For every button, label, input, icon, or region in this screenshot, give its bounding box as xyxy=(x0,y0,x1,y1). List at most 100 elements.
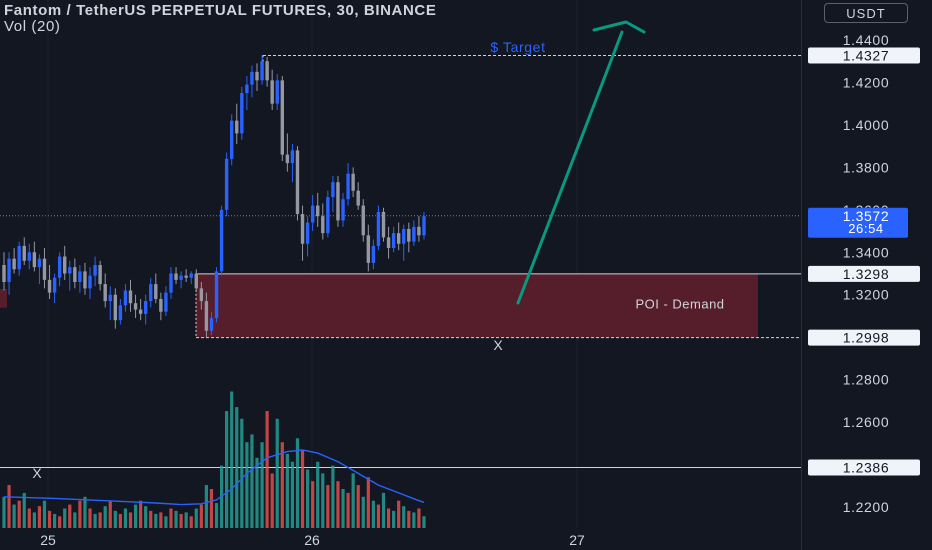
volume-bar xyxy=(386,508,391,528)
volume-bar xyxy=(154,513,158,528)
candle-body xyxy=(280,80,284,155)
candle-body xyxy=(341,199,345,221)
price-tick-label: 1.3800 xyxy=(843,159,889,175)
volume-bar xyxy=(37,506,42,528)
volume-bar xyxy=(321,473,325,528)
candle-body xyxy=(250,71,254,85)
candle-body xyxy=(22,245,26,261)
candle-body xyxy=(27,252,31,261)
candle-body xyxy=(138,309,143,314)
candle-body xyxy=(169,273,173,293)
candle-body xyxy=(17,245,21,270)
candle-body xyxy=(407,228,411,242)
volume-bar xyxy=(144,506,148,528)
volume-bar xyxy=(42,500,47,528)
volume-bar xyxy=(98,512,102,528)
candle-body xyxy=(219,209,224,272)
volume-bar xyxy=(169,508,173,528)
target-arrow-shaft xyxy=(516,30,624,305)
volume-bar xyxy=(326,485,330,528)
volume-bar xyxy=(397,500,401,528)
candle-body xyxy=(63,256,67,274)
volume-bar xyxy=(128,512,133,528)
demand-zone xyxy=(196,273,758,338)
volume-bar xyxy=(376,504,381,528)
candle-body xyxy=(78,271,82,282)
last-price-label: 1.3572 xyxy=(843,208,889,224)
chart-title: Fantom / TetherUS PERPETUAL FUTURES, 30,… xyxy=(4,2,437,19)
volume-bar xyxy=(331,465,335,528)
volume-bar xyxy=(417,508,421,528)
candle-body xyxy=(331,182,335,198)
candle-body xyxy=(214,271,219,319)
volume-bar xyxy=(407,510,411,528)
volume-bar xyxy=(174,510,178,528)
volume-bar xyxy=(204,485,208,528)
volume-bar xyxy=(422,516,426,528)
volume-bar xyxy=(214,503,219,528)
candle-body xyxy=(118,305,123,321)
volume-bar xyxy=(300,450,305,528)
vol-cross-mark: X xyxy=(32,465,42,481)
candle-body xyxy=(143,301,148,314)
volume-bar xyxy=(2,496,6,528)
volume-bar xyxy=(235,407,239,528)
candle-body xyxy=(154,284,158,299)
candle-body xyxy=(113,294,118,321)
volume-bar xyxy=(265,411,269,528)
time-tick-label: 26 xyxy=(304,532,320,548)
volume-bar xyxy=(88,508,92,528)
volume-bar xyxy=(260,442,264,528)
cross-mark: X xyxy=(493,337,503,353)
volume-bar xyxy=(341,489,345,528)
volume-bar xyxy=(189,516,193,528)
volume-bar xyxy=(371,500,375,528)
candle-body xyxy=(108,294,112,302)
candle-body xyxy=(381,211,386,238)
price-tick-label: 1.2200 xyxy=(843,499,889,515)
candle-body xyxy=(255,71,259,81)
price-tick-label: 1.2800 xyxy=(843,372,889,388)
previous-zone-edge xyxy=(0,288,7,308)
candle-body xyxy=(396,233,401,244)
volume-bar xyxy=(225,411,229,528)
volume-bar xyxy=(118,513,122,528)
price-tick-label: 1.4200 xyxy=(843,74,889,90)
candle-body xyxy=(290,150,295,164)
candle-body xyxy=(73,267,77,282)
candle-body xyxy=(316,205,320,217)
volume-bar xyxy=(209,489,214,528)
time-tick-label: 25 xyxy=(40,532,56,548)
candle-body xyxy=(12,258,16,270)
volume-bar xyxy=(12,504,16,528)
volume-bar xyxy=(58,516,62,528)
currency-button[interactable]: USDT xyxy=(824,3,908,23)
price-tick-label: 1.2600 xyxy=(843,414,889,430)
price-tick-label: 1.3400 xyxy=(843,244,889,260)
volume-indicator-label[interactable]: Vol (20) xyxy=(4,18,61,35)
candle-body xyxy=(68,267,72,274)
volume-bar xyxy=(255,457,259,528)
volume-bar xyxy=(194,508,198,528)
candle-body xyxy=(128,290,133,304)
candle-body xyxy=(2,265,6,282)
volume-bar xyxy=(366,477,370,528)
candle-body xyxy=(199,288,204,302)
candle-body xyxy=(235,120,239,134)
candle-body xyxy=(275,80,279,104)
candle-body xyxy=(305,222,310,244)
candle-body xyxy=(310,205,315,223)
volume-bar xyxy=(230,391,234,528)
candle-body xyxy=(270,80,274,104)
candle-body xyxy=(351,173,355,191)
countdown-label: 26:54 xyxy=(848,221,884,236)
volume-bar xyxy=(402,506,406,528)
volume-bar xyxy=(103,506,107,528)
volume-bar xyxy=(290,461,295,528)
candle-body xyxy=(32,252,37,268)
volume-bar xyxy=(17,500,21,528)
volume-bar xyxy=(316,461,320,528)
price-label: 1.4327 xyxy=(843,47,889,63)
volume-bar xyxy=(83,496,87,528)
